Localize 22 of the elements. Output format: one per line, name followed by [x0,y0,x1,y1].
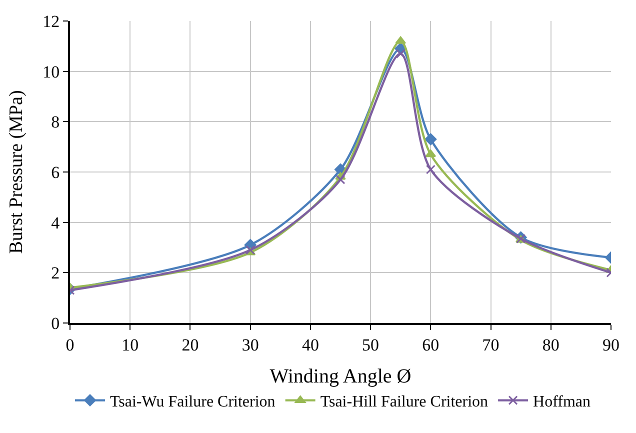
x-tick-label: 30 [242,335,259,354]
y-tick-label: 10 [42,62,60,82]
x-axis-title: Winding Angle Ø [270,365,412,388]
x-tick-label: 20 [182,335,199,354]
x-tick-label: 70 [482,335,500,354]
y-tick-label: 12 [42,12,60,31]
x-tick-label: 60 [422,335,440,354]
y-tick-label: 2 [51,264,60,283]
x-tick-label: 0 [66,335,74,354]
y-axis-title: Burst Pressure (MPa) [6,90,27,254]
x-tick-label: 10 [122,335,139,354]
x-tick-label: 80 [542,335,560,354]
y-tick-label: 4 [51,213,60,232]
legend-label: Tsai-Wu Failure Criterion [110,394,276,411]
legend-label: Hoffman [533,394,591,411]
x-tick-label: 90 [602,335,620,354]
y-tick-label: 0 [51,314,60,333]
legend-label: Tsai-Hill Failure Criterion [320,394,488,411]
y-tick-label: 8 [51,112,60,132]
x-tick-label: 50 [362,335,380,354]
x-tick-label: 40 [302,335,319,354]
y-tick-label: 6 [51,162,60,182]
